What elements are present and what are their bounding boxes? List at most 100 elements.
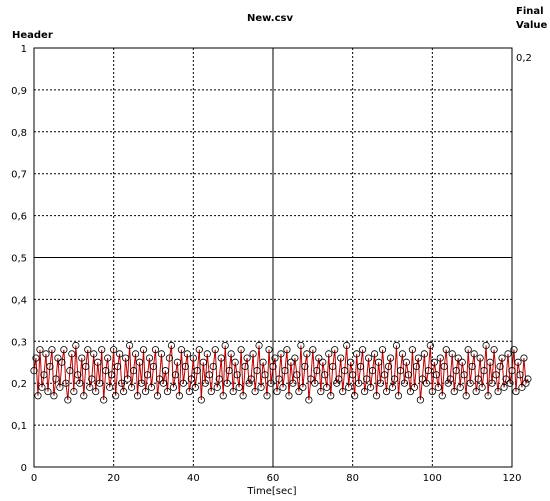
data-point <box>179 379 187 387</box>
data-point <box>62 379 70 387</box>
data-point <box>289 379 297 387</box>
data-point <box>177 346 185 354</box>
data-point <box>251 387 259 396</box>
data-point <box>434 383 442 391</box>
data-point <box>313 367 321 375</box>
data-point <box>295 387 303 396</box>
data-point <box>263 392 271 400</box>
data-point <box>100 396 108 404</box>
data-point <box>458 358 466 366</box>
data-point <box>331 346 339 354</box>
data-point <box>341 367 349 375</box>
data-point <box>106 383 114 391</box>
data-point <box>118 379 126 387</box>
data-point <box>96 379 104 387</box>
data-point <box>173 358 181 366</box>
data-point <box>233 371 241 379</box>
data-point <box>122 354 130 362</box>
data-point <box>151 346 160 354</box>
data-point <box>181 362 189 371</box>
data-point <box>227 350 235 358</box>
data-point <box>124 375 132 383</box>
data-point <box>309 346 317 354</box>
data-point <box>157 350 166 358</box>
data-point <box>363 375 371 383</box>
data-point <box>135 358 144 366</box>
data-point <box>329 362 337 371</box>
data-point <box>524 375 532 383</box>
data-point <box>261 371 269 379</box>
data-point <box>195 346 203 354</box>
data-point <box>70 387 78 396</box>
x-tick-label: 120 <box>502 473 521 484</box>
y-tick-label: 0 <box>21 463 27 474</box>
data-point <box>372 392 381 400</box>
data-point <box>219 392 227 400</box>
final-value: 0,2 <box>516 53 532 64</box>
data-point <box>293 371 301 379</box>
data-point <box>275 375 283 383</box>
data-point <box>137 379 146 387</box>
data-point <box>307 375 315 383</box>
data-point <box>46 362 54 371</box>
series-line <box>33 345 529 401</box>
x-tick-label: 40 <box>187 473 200 484</box>
data-point <box>161 367 170 375</box>
data-point <box>374 358 383 366</box>
data-point <box>355 379 363 387</box>
data-point <box>488 379 496 387</box>
data-point <box>211 346 219 354</box>
data-point <box>396 367 405 375</box>
data-point <box>468 362 476 371</box>
y-tick-label: 0,4 <box>11 295 27 306</box>
data-point <box>108 371 116 379</box>
data-point <box>114 362 122 371</box>
data-point <box>56 383 64 391</box>
y-tick-label: 0,5 <box>11 254 27 265</box>
data-point <box>249 350 257 358</box>
data-point <box>72 341 80 350</box>
data-point <box>129 367 138 375</box>
x-tick-label: 100 <box>423 473 442 484</box>
x-tick-label: 80 <box>346 473 359 484</box>
data-point <box>364 354 373 362</box>
data-point <box>273 387 281 396</box>
data-point <box>335 375 343 383</box>
data-point <box>257 383 265 391</box>
data-point <box>203 350 211 358</box>
data-point <box>301 362 309 371</box>
data-point <box>510 346 518 354</box>
data-point <box>392 341 401 350</box>
data-point <box>281 367 289 375</box>
data-point <box>76 379 84 387</box>
data-point <box>430 358 438 366</box>
data-point <box>54 354 62 362</box>
y-tick-label: 0,7 <box>11 170 27 181</box>
data-point <box>86 383 94 391</box>
data-point <box>474 375 482 383</box>
data-point <box>386 354 395 362</box>
data-point <box>145 354 154 362</box>
data-point <box>82 362 90 371</box>
data-point <box>480 367 488 375</box>
data-point <box>339 387 347 396</box>
data-point <box>428 387 436 396</box>
data-point <box>486 358 494 366</box>
data-point <box>416 396 424 404</box>
data-point <box>68 350 76 358</box>
data-point <box>380 371 389 379</box>
data-point <box>44 387 52 396</box>
data-point <box>448 350 456 358</box>
data-point <box>205 371 213 379</box>
data-point <box>500 383 508 391</box>
data-point <box>504 350 512 358</box>
data-point <box>359 346 367 354</box>
data-point <box>327 392 335 400</box>
data-point <box>78 354 86 362</box>
data-point <box>247 375 255 383</box>
data-point <box>390 375 399 383</box>
data-point <box>267 379 275 387</box>
data-point <box>245 379 253 387</box>
data-point <box>432 371 440 379</box>
